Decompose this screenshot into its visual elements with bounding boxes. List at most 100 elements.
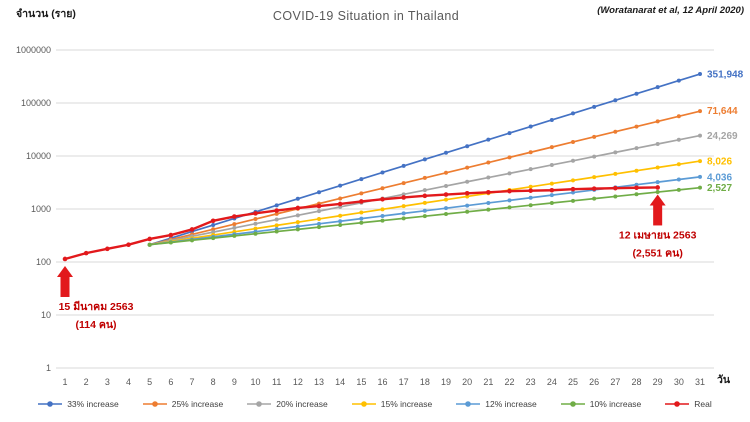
series-marker bbox=[422, 157, 427, 162]
series-marker bbox=[655, 185, 660, 190]
series-marker bbox=[507, 188, 512, 194]
series-marker bbox=[359, 191, 364, 196]
series-marker bbox=[380, 214, 385, 219]
x-tick-label: 24 bbox=[547, 377, 557, 387]
series-marker bbox=[507, 198, 512, 203]
series-marker bbox=[316, 203, 322, 209]
series-marker bbox=[359, 177, 364, 182]
series-marker bbox=[253, 231, 258, 236]
series-marker bbox=[655, 85, 660, 90]
series-marker bbox=[655, 165, 660, 170]
series-marker bbox=[380, 197, 385, 202]
annotation-date: 15 มีนาคม 2563 bbox=[59, 300, 134, 313]
series-marker bbox=[464, 191, 470, 196]
x-tick-label: 17 bbox=[399, 377, 409, 387]
series-marker bbox=[571, 178, 575, 183]
series-marker bbox=[295, 196, 300, 201]
series-marker bbox=[190, 238, 194, 243]
x-tick-label: 16 bbox=[377, 377, 387, 387]
series-marker bbox=[571, 111, 575, 116]
series-marker bbox=[380, 218, 385, 223]
series-marker bbox=[274, 208, 279, 213]
series-marker bbox=[613, 129, 618, 134]
series-marker bbox=[317, 190, 321, 195]
series-marker bbox=[274, 229, 279, 234]
series-marker bbox=[592, 196, 597, 201]
series-marker bbox=[465, 203, 470, 208]
series-marker bbox=[211, 236, 216, 241]
series-marker bbox=[317, 209, 321, 214]
legend-item-10-increase: 10% increase bbox=[560, 399, 642, 409]
series-marker bbox=[571, 198, 575, 203]
series-marker bbox=[549, 201, 554, 206]
series-marker bbox=[444, 197, 448, 202]
series-marker bbox=[486, 160, 491, 165]
y-tick-label: 1000 bbox=[31, 204, 51, 214]
x-tick-label: 1 bbox=[62, 377, 67, 387]
annotation-arrow-icon bbox=[57, 265, 73, 277]
series-marker bbox=[486, 175, 491, 180]
series-marker bbox=[528, 184, 533, 189]
series-marker bbox=[592, 104, 597, 109]
series-marker bbox=[507, 131, 512, 136]
series-marker bbox=[210, 218, 216, 224]
series-marker bbox=[232, 233, 237, 238]
legend-marker-icon bbox=[247, 401, 272, 407]
series-marker bbox=[232, 225, 237, 230]
series-marker bbox=[274, 203, 279, 208]
legend-item-12-increase: 12% increase bbox=[456, 399, 537, 409]
series-marker bbox=[211, 227, 216, 232]
x-tick-label: 30 bbox=[674, 377, 684, 387]
series-marker bbox=[338, 213, 343, 218]
legend-label: 10% increase bbox=[589, 399, 642, 409]
series-marker bbox=[698, 174, 702, 179]
x-tick-label: 18 bbox=[420, 377, 430, 387]
legend: 33% increase 25% increase 20% increase 15% … bbox=[0, 399, 750, 409]
x-tick-label: 5 bbox=[147, 377, 152, 387]
y-tick-label: 10 bbox=[41, 310, 51, 320]
series-marker bbox=[592, 134, 597, 139]
series-marker bbox=[211, 223, 216, 228]
series-marker bbox=[676, 187, 681, 192]
x-tick-label: 11 bbox=[272, 377, 281, 387]
series-marker bbox=[380, 170, 385, 175]
series-marker bbox=[676, 137, 681, 142]
legend-label: 20% increase bbox=[276, 399, 328, 409]
series-marker bbox=[698, 159, 702, 164]
series-end-label: 351,948 bbox=[707, 70, 744, 81]
series-marker bbox=[232, 214, 237, 219]
x-tick-label: 27 bbox=[610, 377, 620, 387]
series-marker bbox=[549, 145, 554, 150]
series-marker bbox=[295, 213, 300, 218]
series-marker bbox=[465, 209, 470, 214]
x-tick-label: 20 bbox=[462, 377, 472, 387]
series-marker bbox=[274, 211, 279, 216]
x-tick-label: 31 bbox=[695, 377, 705, 387]
x-tick-label: 22 bbox=[504, 377, 514, 387]
series-end-label: 71,644 bbox=[707, 106, 738, 117]
series-marker bbox=[168, 232, 174, 238]
series-marker bbox=[380, 186, 385, 191]
series-marker bbox=[655, 119, 660, 124]
series-marker bbox=[486, 137, 491, 142]
series-marker bbox=[444, 211, 448, 216]
series-marker bbox=[168, 240, 173, 245]
series-marker bbox=[528, 203, 533, 208]
series-marker bbox=[443, 192, 449, 197]
series-marker bbox=[613, 150, 618, 155]
y-tick-label: 100 bbox=[36, 257, 51, 267]
series-marker bbox=[338, 196, 343, 201]
legend-marker-icon bbox=[351, 401, 376, 407]
series-marker bbox=[549, 117, 554, 122]
series-marker bbox=[380, 207, 385, 212]
series-marker bbox=[337, 201, 343, 207]
series-marker bbox=[83, 250, 89, 256]
series-marker bbox=[401, 181, 406, 186]
series-marker bbox=[295, 227, 300, 232]
series-marker bbox=[655, 190, 660, 195]
series-marker bbox=[211, 230, 216, 235]
series-marker bbox=[359, 216, 364, 221]
series-marker bbox=[528, 195, 533, 200]
legend-item-real: Real bbox=[665, 399, 712, 409]
